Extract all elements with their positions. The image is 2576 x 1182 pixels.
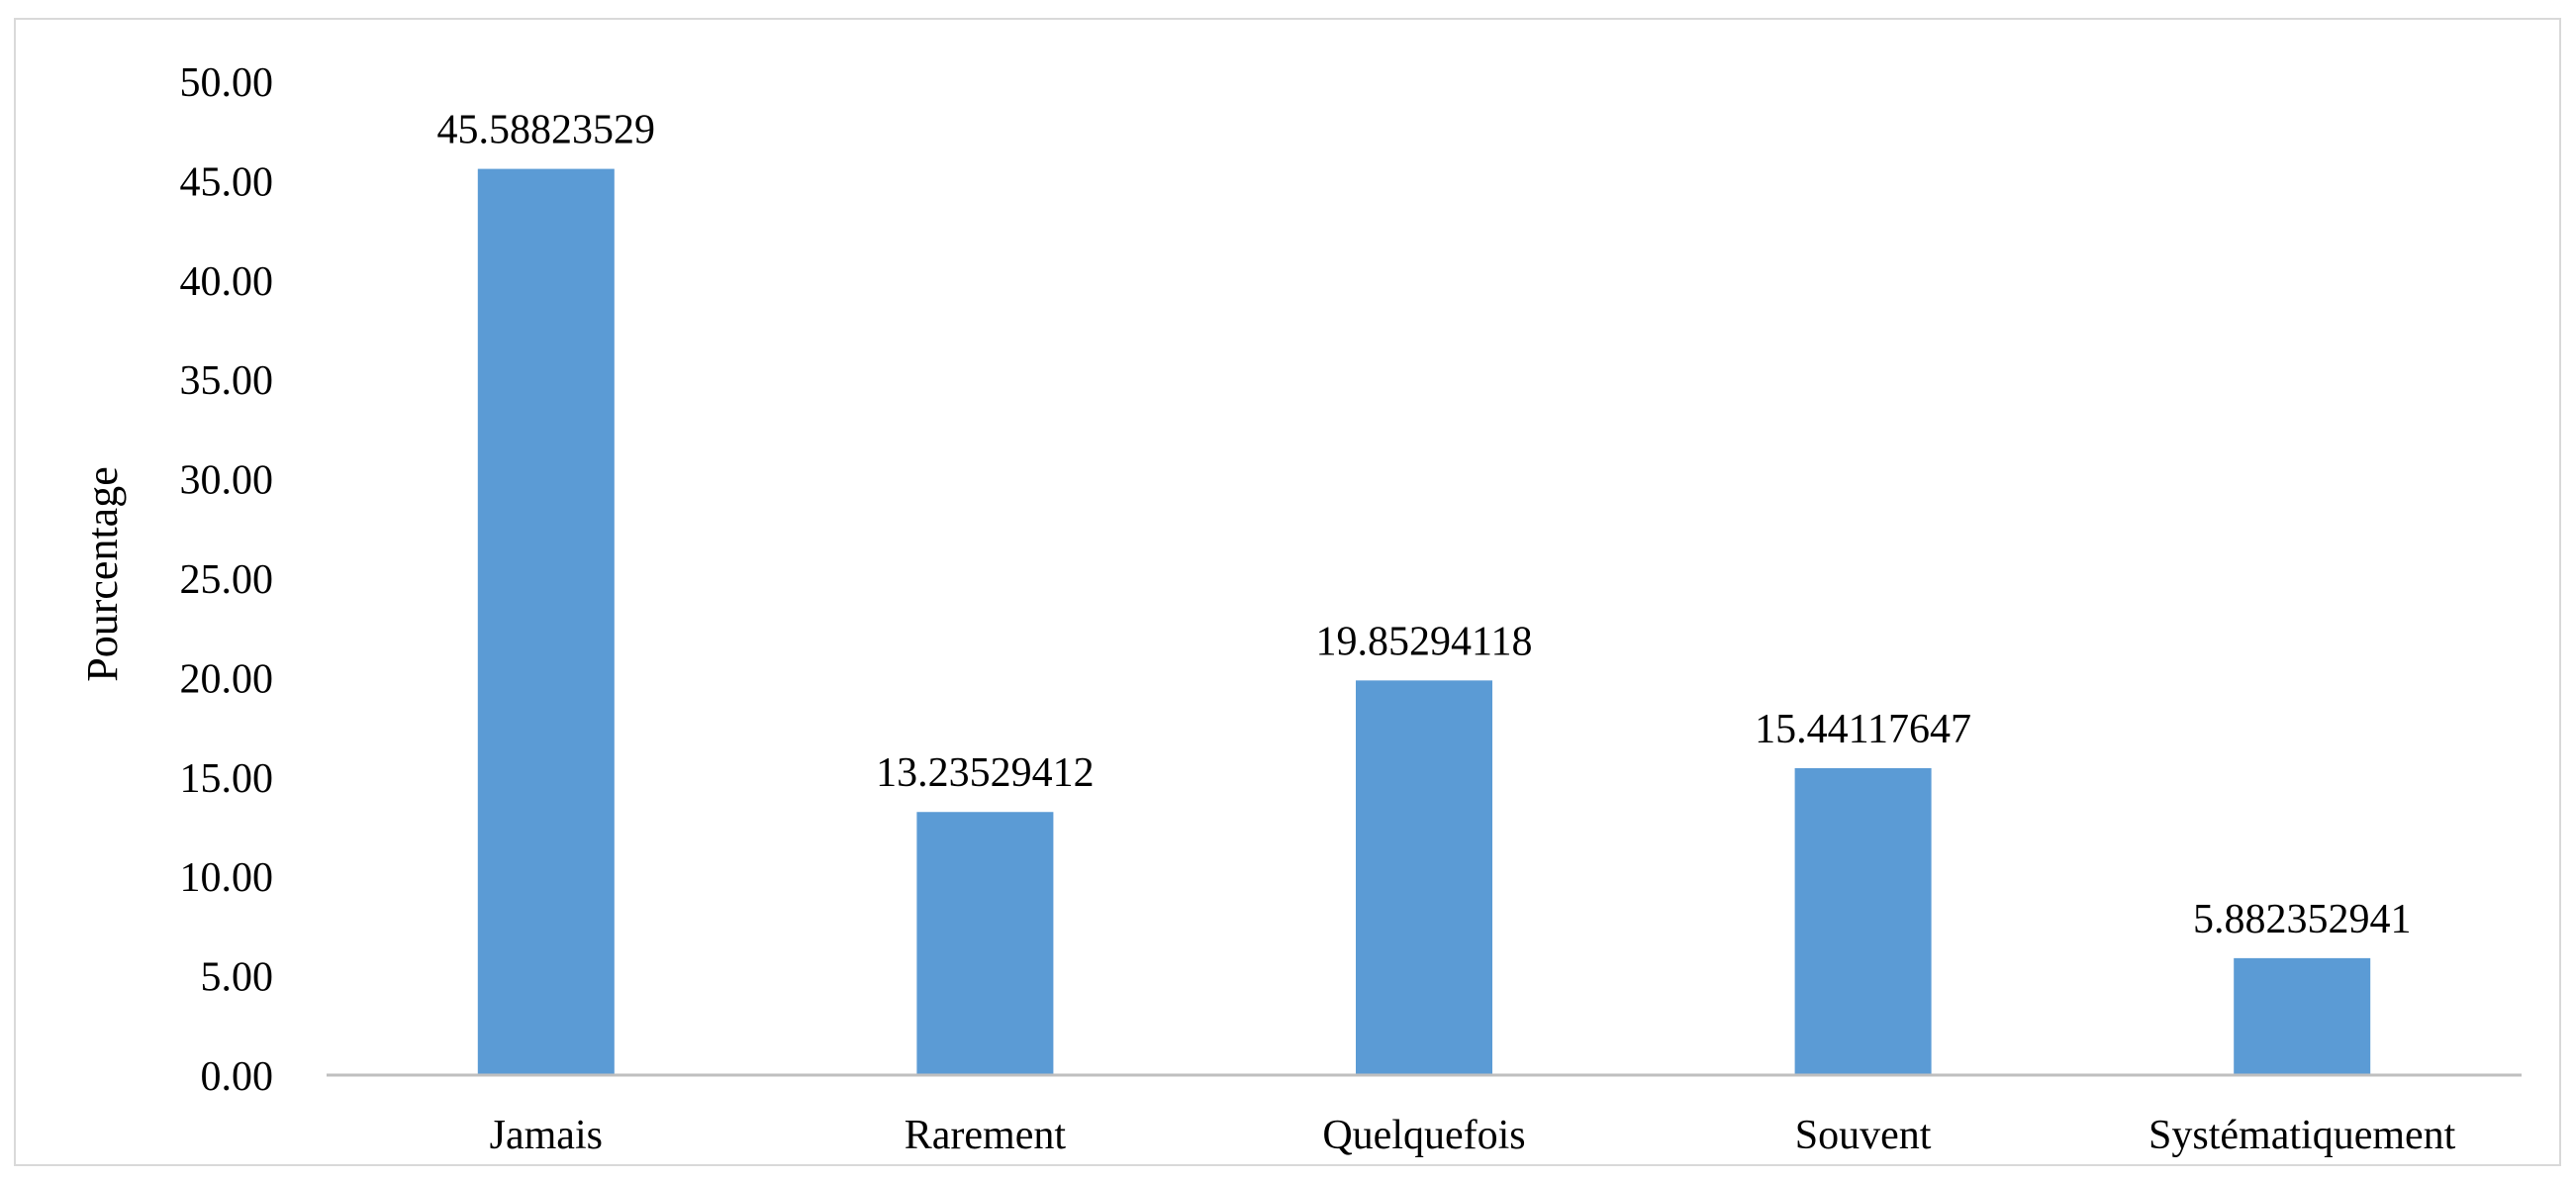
y-tick-label: 10.00 [180,855,274,901]
x-tick-label: Jamais [490,1113,603,1158]
y-tick-label: 25.00 [180,557,274,603]
y-tick-label: 5.00 [201,955,274,1001]
y-tick-label: 40.00 [180,259,274,305]
y-axis-label: Pourcentage [78,466,127,681]
y-tick-label: 35.00 [180,358,274,404]
y-tick-label: 15.00 [180,756,274,802]
data-label: 13.23529412 [876,750,1095,796]
bar-rarement [916,812,1054,1075]
data-label: 19.85294118 [1316,619,1533,664]
data-label: 15.44117647 [1755,707,1971,752]
x-tick-label: Quelquefois [1322,1113,1525,1158]
x-axis-ticks: Jamais Rarement Quelquefois Souvent Systémat… [490,1113,2456,1158]
bar-quelquefois [1356,680,1492,1075]
data-labels: 45.58823529 13.23529412 19.85294118 15.4411… [437,108,2412,942]
x-tick-label: Systématiquement [2148,1113,2456,1158]
y-tick-label: 20.00 [180,656,274,702]
chart-frame [14,18,2561,1166]
data-label: 5.882352941 [2193,897,2412,942]
y-tick-label: 0.00 [201,1054,274,1100]
y-tick-label: 50.00 [180,60,274,106]
bars [477,168,2371,1075]
data-label: 45.58823529 [437,108,656,153]
bar-souvent [1794,767,1932,1075]
y-tick-label: 45.00 [180,159,274,205]
x-tick-label: Souvent [1795,1113,1932,1158]
y-axis-ticks: 0.00 5.00 10.00 15.00 20.00 25.00 30.00 35.00 40… [180,60,274,1100]
bar-systématiquement [2234,957,2371,1075]
x-tick-label: Rarement [905,1113,1067,1158]
y-tick-label: 30.00 [180,458,274,504]
bar-jamais [477,168,615,1075]
